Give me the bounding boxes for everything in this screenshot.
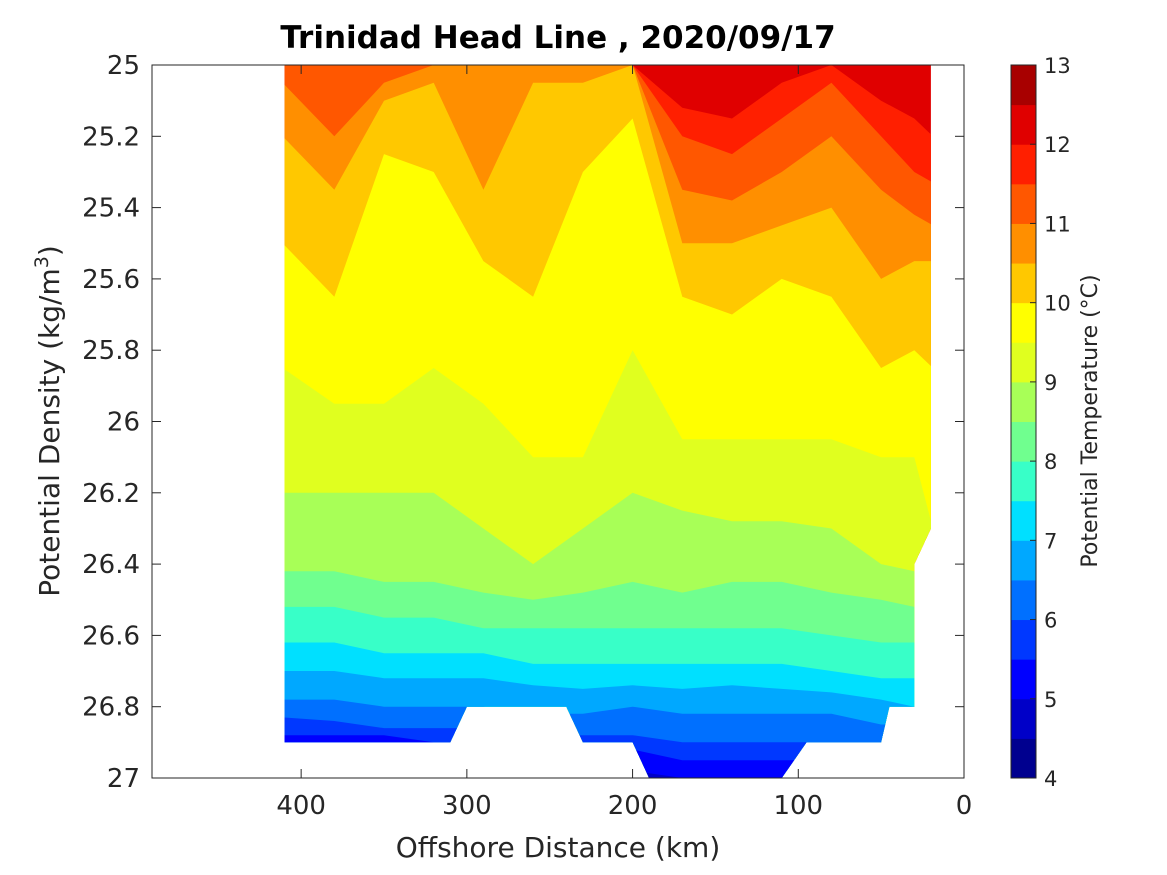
- colorbar-segment: [1011, 144, 1036, 185]
- colorbar-tick-label: 9: [1044, 371, 1057, 395]
- colorbar-segment: [1011, 65, 1036, 106]
- y-tick-label: 25.8: [82, 336, 140, 366]
- x-tick-label: 400: [276, 791, 326, 821]
- colorbar-segment: [1011, 500, 1036, 541]
- y-tick-label: 25.4: [82, 194, 140, 224]
- colorbar-segment: [1011, 579, 1036, 621]
- colorbar-tick-label: 12: [1044, 133, 1071, 157]
- colorbar-segment: [1011, 421, 1036, 462]
- colorbar-segment: [1011, 698, 1036, 739]
- colorbar-tick-label: 8: [1044, 450, 1057, 474]
- y-axis-label-close: ): [33, 245, 66, 256]
- chart-title: Trinidad Head Line , 2020/09/17: [280, 20, 835, 56]
- colorbar-label: Potential Temperature (°C): [1078, 274, 1103, 567]
- colorbar-segment: [1011, 540, 1036, 581]
- y-tick-label: 25.2: [82, 122, 140, 152]
- x-tick-label: 100: [773, 791, 823, 821]
- colorbar-tick-label: 6: [1044, 609, 1057, 633]
- y-tick-label: 26.6: [82, 621, 140, 651]
- y-tick-label: 26.8: [82, 693, 140, 723]
- x-axis-ticks: 400 300 200 100 0: [276, 65, 972, 821]
- y-axis-label-main: Potential Density (kg/m: [33, 268, 66, 597]
- x-tick-label: 300: [442, 791, 492, 821]
- y-tick-label: 25.6: [82, 265, 140, 295]
- y-tick-label: 26.2: [82, 479, 140, 509]
- colorbar-segment: [1011, 302, 1036, 343]
- y-tick-label: 26.4: [82, 550, 140, 580]
- colorbar-segment: [1011, 659, 1036, 700]
- colorbar-segment: [1011, 342, 1036, 383]
- y-tick-label: 26: [107, 408, 140, 438]
- colorbar-tick-label: 4: [1044, 767, 1057, 791]
- colorbar: [1011, 65, 1036, 779]
- colorbar-tick-label: 11: [1044, 212, 1071, 236]
- y-axis-ticks: 25 25.2 25.4 25.6 25.8 26 26.2 26.4 26.6 26.8 27: [82, 51, 964, 794]
- y-axis-label: Potential Density (kg/m3): [31, 245, 66, 597]
- colorbar-segment: [1011, 263, 1036, 304]
- y-tick-label: 27: [107, 764, 140, 794]
- x-axis-label: Offshore Distance (km): [396, 831, 721, 864]
- colorbar-tick-label: 13: [1044, 54, 1071, 78]
- y-axis-label-sup: 3: [31, 256, 53, 268]
- x-tick-label: 200: [608, 791, 658, 821]
- colorbar-segment: [1011, 738, 1036, 779]
- colorbar-tick-label: 10: [1044, 292, 1071, 316]
- contour-fill: [284, 65, 931, 778]
- colorbar-segment: [1011, 183, 1036, 224]
- y-tick-label: 25: [107, 51, 140, 81]
- colorbar-tick-label: 7: [1044, 529, 1057, 553]
- colorbar-frame: [1010, 64, 1037, 779]
- colorbar-ticks: 4 5 6 7 8 9 10 11 12 13: [1030, 54, 1071, 791]
- colorbar-segment: [1011, 381, 1036, 422]
- colorbar-segment: [1011, 104, 1036, 145]
- colorbar-segment: [1011, 223, 1036, 264]
- colorbar-tick-label: 5: [1044, 688, 1057, 712]
- colorbar-segment: [1011, 619, 1036, 660]
- colorbar-segment: [1011, 461, 1036, 502]
- x-tick-label: 0: [956, 791, 973, 821]
